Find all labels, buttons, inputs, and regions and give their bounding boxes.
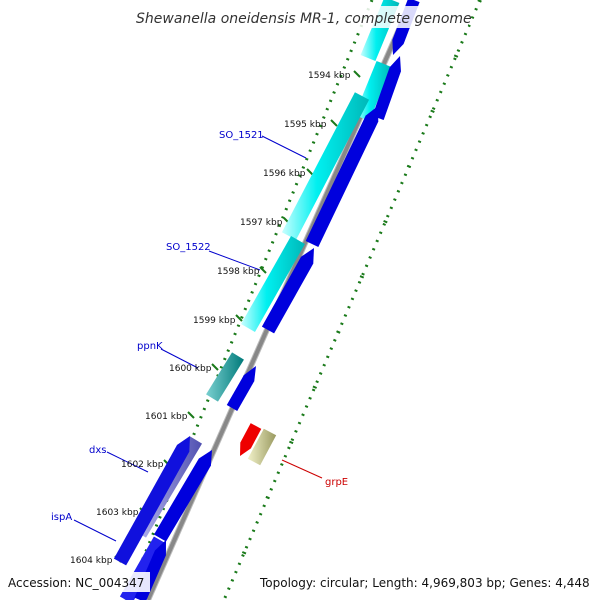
kbp-tick-2 [306,168,314,176]
kbp-label-1598: 1598 kbp [217,267,260,277]
label-leader-lines [73,135,323,542]
kbp-tick-0 [353,70,361,78]
topology-text: Topology: circular; Length: 4,969,803 bp… [259,576,590,590]
gene-arrow-ppnk[interactable] [226,366,256,411]
accession-text: Accession: NC_004347 [8,576,144,590]
kbp-label-1600: 1600 kbp [169,364,212,374]
gene-arrow-red[interactable] [240,423,262,456]
outer-tick-lane-minor [222,0,482,600]
kbp-label-1604: 1604 kbp [70,556,113,566]
topology-backdrop [256,572,600,592]
gene-arrow-dark-4[interactable] [261,248,314,334]
gene-block-ppnk[interactable] [206,352,244,402]
leader-so-1522 [208,250,261,271]
map-title: Shewanella oneidensis MR-1, complete gen… [136,11,472,27]
kbp-label-1596: 1596 kbp [263,169,306,179]
leader-ispa [73,519,117,542]
gene-block-grpe[interactable] [247,428,277,466]
kbp-tick-6 [211,363,219,371]
gene-label-so-1522[interactable]: SO_1522 [166,242,211,253]
kbp-tick-1 [330,119,338,127]
kbp-label-1595: 1595 kbp [284,120,327,130]
inner-tick-lane [124,0,374,600]
title-backdrop [132,6,468,28]
kbp-label-1597: 1597 kbp [240,218,283,228]
gene-arrow-dxs[interactable] [153,450,212,542]
gene-label-ppnk[interactable]: ppnK [137,341,163,352]
kbp-tick-4 [259,266,267,274]
gene-label-grpe[interactable]: grpE [325,477,348,488]
feature-track [113,0,420,600]
gene-arrow-dxs-left[interactable] [113,436,190,566]
gene-arrow-dark-3[interactable] [305,106,379,248]
kbp-label-1594: 1594 kbp [308,71,351,81]
gene-label-so-1521[interactable]: SO_1521 [219,130,264,141]
gene-label-ispa[interactable]: ispA [51,512,72,523]
kbp-label-1599: 1599 kbp [193,316,236,326]
kbp-tick-7 [187,411,195,419]
leader-ppnk [160,348,199,369]
kbp-label-1601: 1601 kbp [145,412,188,422]
gene-block-so-1522[interactable] [241,236,305,332]
gene-block-so-1521[interactable] [281,92,370,240]
leader-grpe [281,459,323,479]
leader-so-1521 [261,135,307,159]
kbp-label-1603: 1603 kbp [96,508,139,518]
gene-arrow-dark-2[interactable] [372,56,401,121]
kbp-tick-5 [235,314,243,322]
gene-label-dxs[interactable]: dxs [89,445,106,456]
kbp-label-1602: 1602 kbp [121,460,164,470]
accession-backdrop [4,572,150,592]
leader-dxs [106,451,149,473]
